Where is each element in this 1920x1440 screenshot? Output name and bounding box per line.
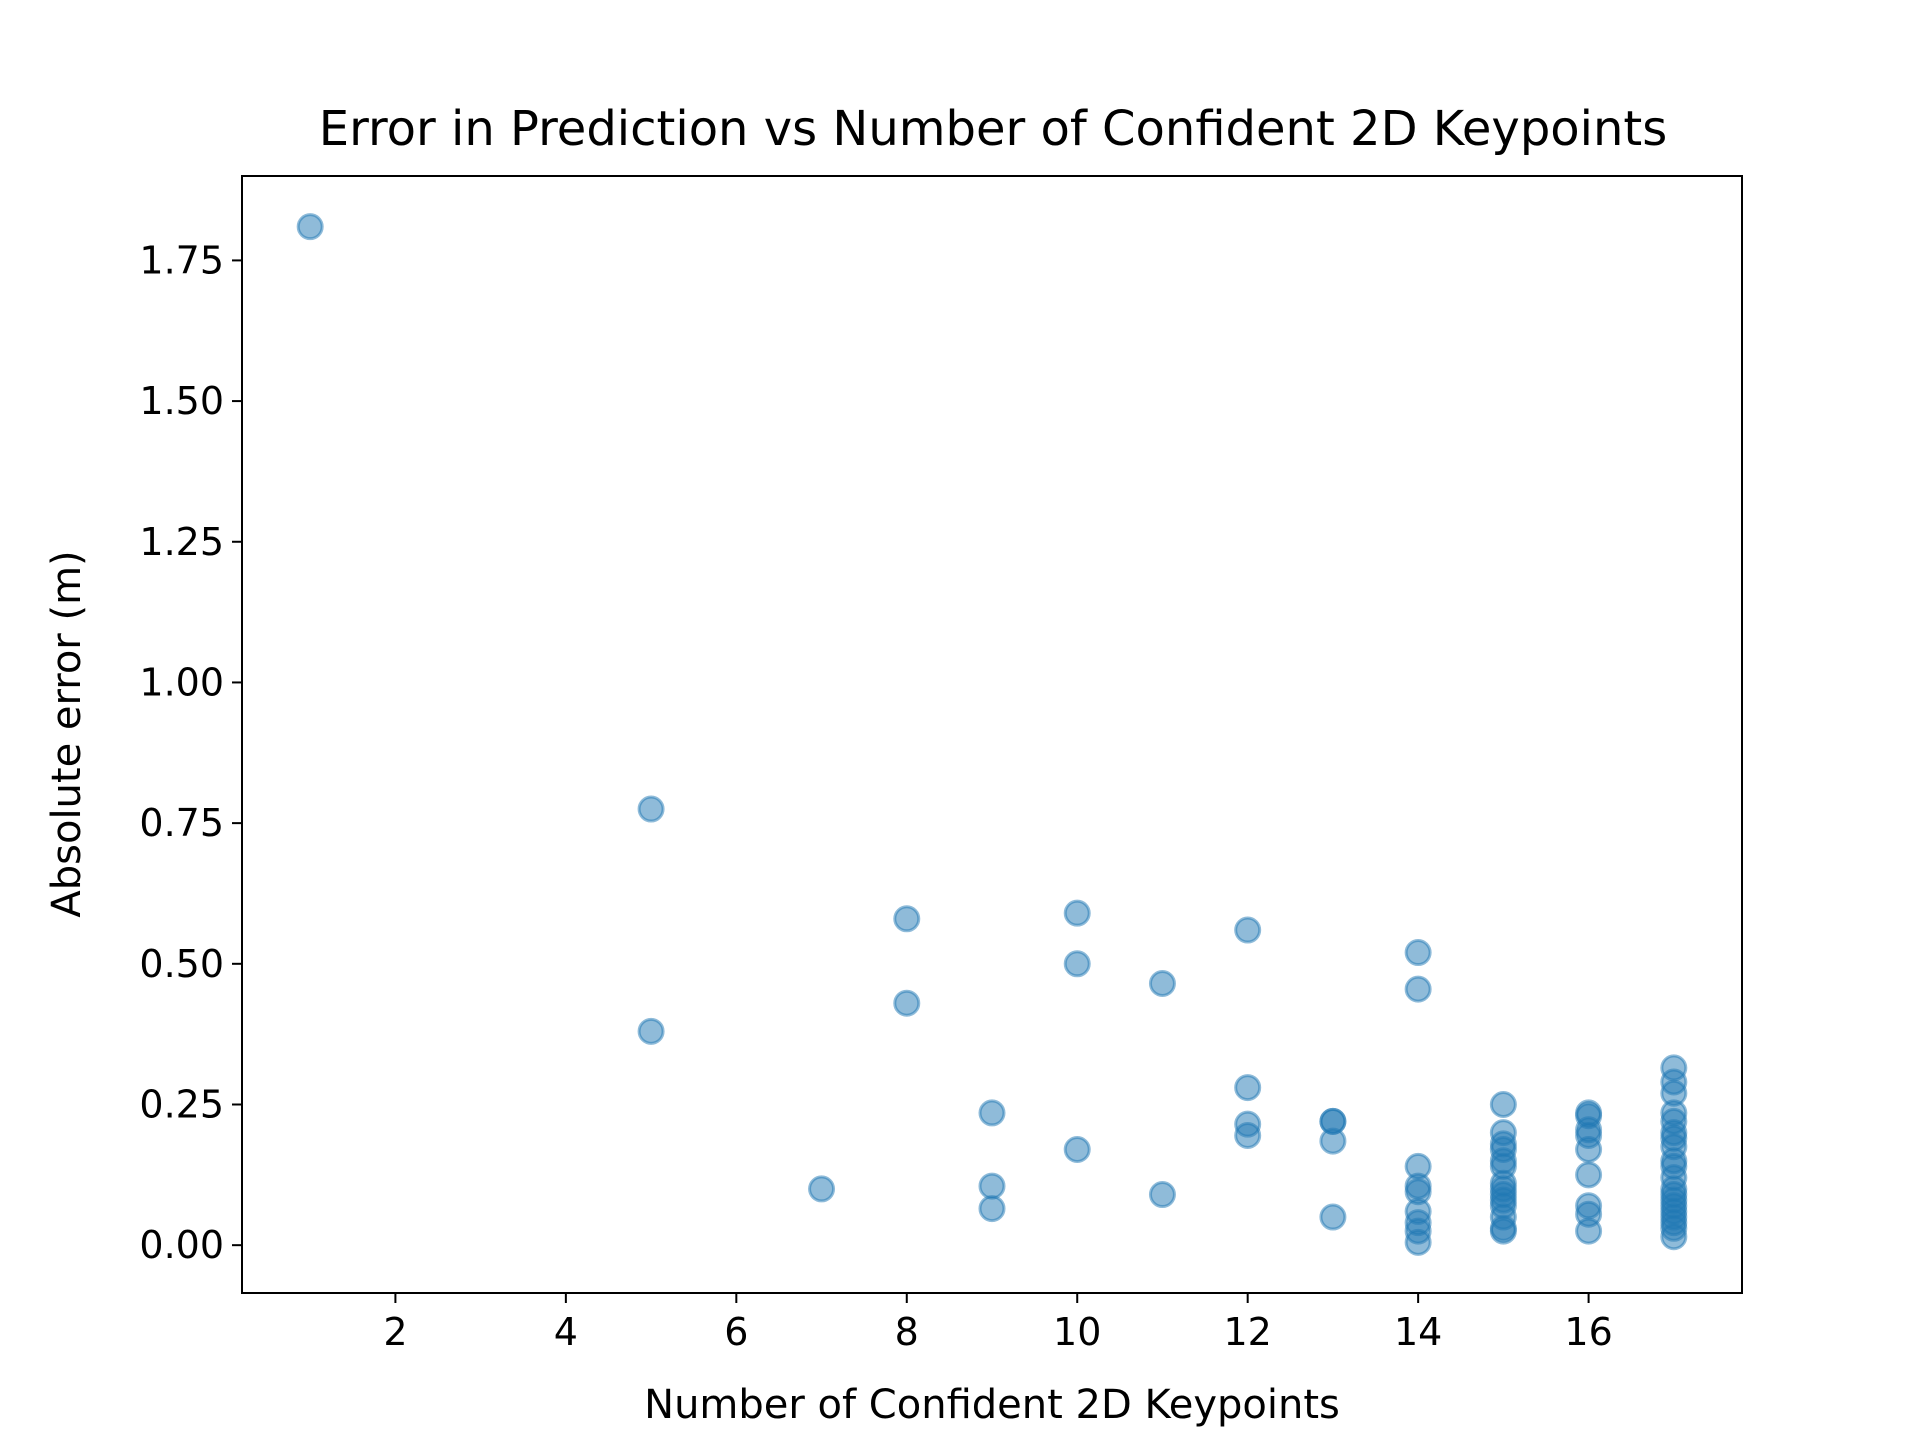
data-point xyxy=(296,213,324,241)
x-tick-label: 6 xyxy=(724,1310,748,1354)
data-point xyxy=(978,1172,1006,1200)
data-point xyxy=(1575,1136,1603,1164)
data-point xyxy=(1575,1217,1603,1245)
data-point xyxy=(1234,1121,1262,1149)
data-point xyxy=(1148,970,1176,998)
x-axis-ticks: 2 4 6 8 10 12 14 16 xyxy=(383,1293,1613,1354)
x-tick-label: 4 xyxy=(554,1310,578,1354)
y-axis-label: Absolute error (m) xyxy=(44,550,90,917)
data-point xyxy=(1404,939,1432,967)
data-point xyxy=(1148,1181,1176,1209)
x-axis-label: Number of Confident 2D Keypoints xyxy=(644,1382,1340,1428)
data-point xyxy=(1404,1228,1432,1256)
y-tick-label: 1.00 xyxy=(139,660,224,704)
data-point xyxy=(978,1099,1006,1127)
chart-title: Error in Prediction vs Number of Confide… xyxy=(319,101,1668,157)
y-tick-label: 0.75 xyxy=(139,801,224,845)
data-point xyxy=(1063,950,1091,978)
y-tick-label: 0.50 xyxy=(139,942,224,986)
data-point xyxy=(1404,975,1432,1003)
x-tick-label: 16 xyxy=(1564,1310,1612,1354)
x-tick-label: 8 xyxy=(895,1310,919,1354)
data-point xyxy=(893,989,921,1017)
x-tick-label: 14 xyxy=(1394,1310,1442,1354)
data-point xyxy=(637,1017,665,1045)
data-point xyxy=(1063,1136,1091,1164)
y-tick-label: 1.75 xyxy=(139,238,224,282)
x-tick-label: 2 xyxy=(383,1310,407,1354)
data-point xyxy=(1234,916,1262,944)
x-tick-label: 10 xyxy=(1053,1310,1101,1354)
data-point xyxy=(1319,1127,1347,1155)
data-point xyxy=(1063,899,1091,927)
y-tick-label: 0.00 xyxy=(139,1223,224,1267)
data-point xyxy=(978,1195,1006,1223)
data-points xyxy=(296,213,1688,1256)
plot-frame xyxy=(241,175,1743,1294)
y-axis-ticks: 0.00 0.25 0.50 0.75 1.00 1.25 1.50 1.75 xyxy=(139,238,242,1267)
data-point xyxy=(1319,1203,1347,1231)
data-point xyxy=(1489,1217,1517,1245)
y-tick-label: 1.25 xyxy=(139,520,224,564)
data-point xyxy=(808,1175,836,1203)
data-point xyxy=(1660,1223,1688,1251)
data-point xyxy=(1575,1161,1603,1189)
x-tick-label: 12 xyxy=(1224,1310,1272,1354)
data-point xyxy=(1234,1074,1262,1102)
y-tick-label: 0.25 xyxy=(139,1082,224,1126)
data-point xyxy=(1489,1090,1517,1118)
y-tick-label: 1.50 xyxy=(139,379,224,423)
data-point xyxy=(893,905,921,933)
data-point xyxy=(637,795,665,823)
